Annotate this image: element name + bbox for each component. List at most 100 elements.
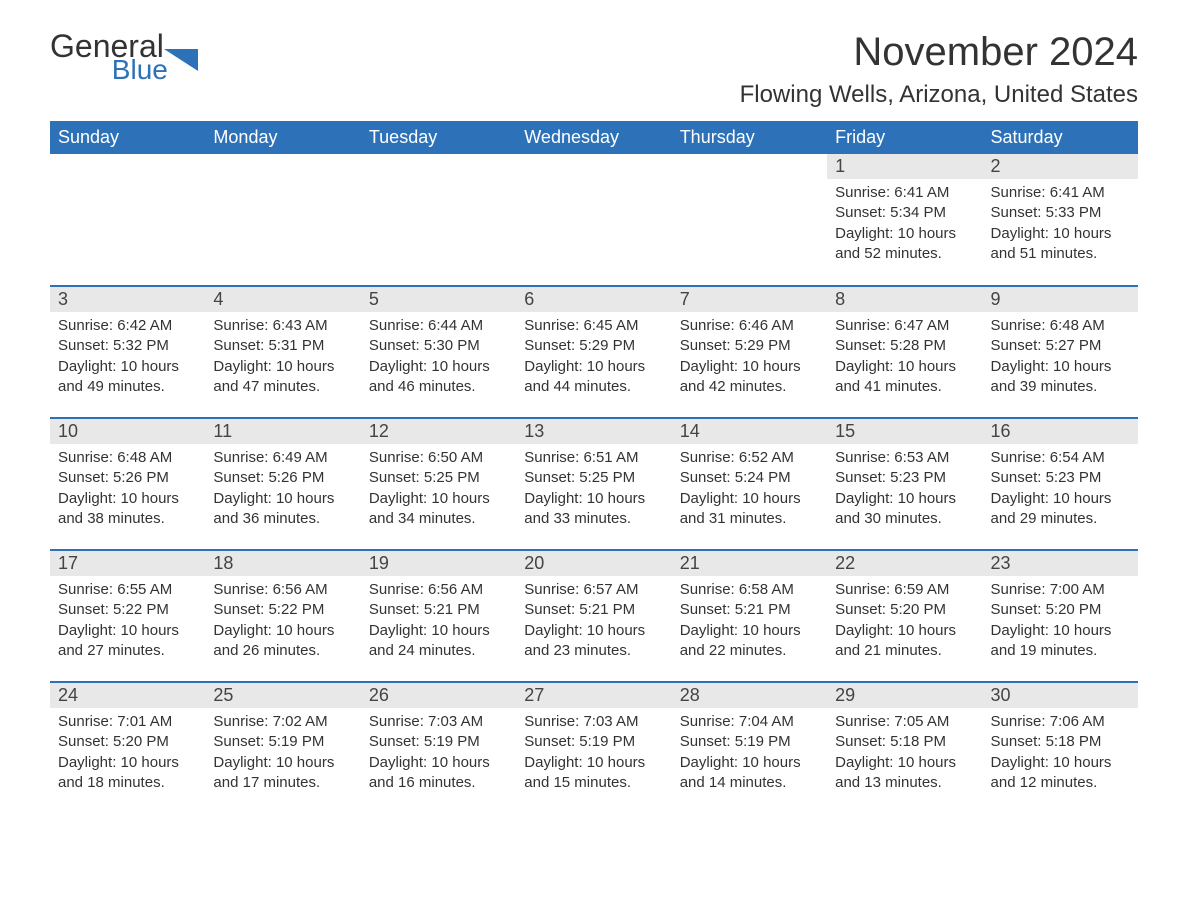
day-number: 8 [827, 287, 982, 312]
sunset-text: Sunset: 5:18 PM [835, 732, 974, 752]
sunrise-text: Sunrise: 6:43 AM [213, 316, 352, 336]
day-details: Sunrise: 6:55 AMSunset: 5:22 PMDaylight:… [50, 576, 205, 669]
sunrise-text: Sunrise: 6:59 AM [835, 580, 974, 600]
sunset-text: Sunset: 5:33 PM [991, 203, 1130, 223]
sunset-text: Sunset: 5:24 PM [680, 468, 819, 488]
daylight-text: Daylight: 10 hours and 21 minutes. [835, 621, 974, 662]
day-cell: 30Sunrise: 7:06 AMSunset: 5:18 PMDayligh… [983, 682, 1138, 814]
sunrise-text: Sunrise: 7:00 AM [991, 580, 1130, 600]
sunrise-text: Sunrise: 6:54 AM [991, 448, 1130, 468]
empty-cell [672, 154, 827, 286]
sunrise-text: Sunrise: 6:41 AM [835, 183, 974, 203]
day-cell: 21Sunrise: 6:58 AMSunset: 5:21 PMDayligh… [672, 550, 827, 682]
sunrise-text: Sunrise: 6:44 AM [369, 316, 508, 336]
sunrise-text: Sunrise: 6:55 AM [58, 580, 197, 600]
daylight-text: Daylight: 10 hours and 31 minutes. [680, 489, 819, 530]
day-number: 12 [361, 419, 516, 444]
daylight-text: Daylight: 10 hours and 42 minutes. [680, 357, 819, 398]
logo: General Blue [50, 30, 198, 84]
day-details: Sunrise: 6:53 AMSunset: 5:23 PMDaylight:… [827, 444, 982, 537]
sunset-text: Sunset: 5:19 PM [369, 732, 508, 752]
day-number: 15 [827, 419, 982, 444]
daylight-text: Daylight: 10 hours and 26 minutes. [213, 621, 352, 662]
empty-cell [50, 154, 205, 286]
sunset-text: Sunset: 5:32 PM [58, 336, 197, 356]
header: General Blue November 2024 Flowing Wells… [50, 30, 1138, 109]
day-details: Sunrise: 6:49 AMSunset: 5:26 PMDaylight:… [205, 444, 360, 537]
daylight-text: Daylight: 10 hours and 49 minutes. [58, 357, 197, 398]
daylight-text: Daylight: 10 hours and 27 minutes. [58, 621, 197, 662]
day-cell: 20Sunrise: 6:57 AMSunset: 5:21 PMDayligh… [516, 550, 671, 682]
month-title: November 2024 [740, 30, 1138, 75]
daylight-text: Daylight: 10 hours and 51 minutes. [991, 224, 1130, 265]
day-details: Sunrise: 7:03 AMSunset: 5:19 PMDaylight:… [361, 708, 516, 801]
day-number: 27 [516, 683, 671, 708]
daylight-text: Daylight: 10 hours and 18 minutes. [58, 753, 197, 794]
day-number: 1 [827, 154, 982, 179]
sunset-text: Sunset: 5:29 PM [680, 336, 819, 356]
day-cell: 10Sunrise: 6:48 AMSunset: 5:26 PMDayligh… [50, 418, 205, 550]
daylight-text: Daylight: 10 hours and 12 minutes. [991, 753, 1130, 794]
empty-cell [516, 154, 671, 286]
sunset-text: Sunset: 5:20 PM [991, 600, 1130, 620]
sunrise-text: Sunrise: 6:45 AM [524, 316, 663, 336]
daylight-text: Daylight: 10 hours and 38 minutes. [58, 489, 197, 530]
daylight-text: Daylight: 10 hours and 24 minutes. [369, 621, 508, 662]
day-details: Sunrise: 6:48 AMSunset: 5:26 PMDaylight:… [50, 444, 205, 537]
sunset-text: Sunset: 5:22 PM [213, 600, 352, 620]
day-cell: 27Sunrise: 7:03 AMSunset: 5:19 PMDayligh… [516, 682, 671, 814]
daylight-text: Daylight: 10 hours and 46 minutes. [369, 357, 508, 398]
day-cell: 29Sunrise: 7:05 AMSunset: 5:18 PMDayligh… [827, 682, 982, 814]
daylight-text: Daylight: 10 hours and 33 minutes. [524, 489, 663, 530]
sunset-text: Sunset: 5:27 PM [991, 336, 1130, 356]
sunset-text: Sunset: 5:26 PM [213, 468, 352, 488]
day-details: Sunrise: 6:47 AMSunset: 5:28 PMDaylight:… [827, 312, 982, 405]
daylight-text: Daylight: 10 hours and 39 minutes. [991, 357, 1130, 398]
day-cell: 23Sunrise: 7:00 AMSunset: 5:20 PMDayligh… [983, 550, 1138, 682]
day-details: Sunrise: 6:57 AMSunset: 5:21 PMDaylight:… [516, 576, 671, 669]
day-header: Saturday [983, 121, 1138, 154]
sunset-text: Sunset: 5:19 PM [524, 732, 663, 752]
day-cell: 22Sunrise: 6:59 AMSunset: 5:20 PMDayligh… [827, 550, 982, 682]
daylight-text: Daylight: 10 hours and 22 minutes. [680, 621, 819, 662]
sunrise-text: Sunrise: 6:46 AM [680, 316, 819, 336]
sunrise-text: Sunrise: 6:47 AM [835, 316, 974, 336]
daylight-text: Daylight: 10 hours and 19 minutes. [991, 621, 1130, 662]
sunrise-text: Sunrise: 7:05 AM [835, 712, 974, 732]
day-number: 29 [827, 683, 982, 708]
day-number: 22 [827, 551, 982, 576]
day-cell: 6Sunrise: 6:45 AMSunset: 5:29 PMDaylight… [516, 286, 671, 418]
day-number: 24 [50, 683, 205, 708]
day-number: 4 [205, 287, 360, 312]
day-details: Sunrise: 6:51 AMSunset: 5:25 PMDaylight:… [516, 444, 671, 537]
day-number: 5 [361, 287, 516, 312]
sunrise-text: Sunrise: 6:51 AM [524, 448, 663, 468]
sunset-text: Sunset: 5:21 PM [369, 600, 508, 620]
day-cell: 15Sunrise: 6:53 AMSunset: 5:23 PMDayligh… [827, 418, 982, 550]
sunrise-text: Sunrise: 6:50 AM [369, 448, 508, 468]
day-number: 3 [50, 287, 205, 312]
day-details: Sunrise: 7:02 AMSunset: 5:19 PMDaylight:… [205, 708, 360, 801]
sunset-text: Sunset: 5:18 PM [991, 732, 1130, 752]
day-cell: 11Sunrise: 6:49 AMSunset: 5:26 PMDayligh… [205, 418, 360, 550]
day-cell: 24Sunrise: 7:01 AMSunset: 5:20 PMDayligh… [50, 682, 205, 814]
day-cell: 8Sunrise: 6:47 AMSunset: 5:28 PMDaylight… [827, 286, 982, 418]
sunset-text: Sunset: 5:19 PM [213, 732, 352, 752]
sunset-text: Sunset: 5:34 PM [835, 203, 974, 223]
day-header: Friday [827, 121, 982, 154]
sunset-text: Sunset: 5:25 PM [524, 468, 663, 488]
day-number: 2 [983, 154, 1138, 179]
sunset-text: Sunset: 5:30 PM [369, 336, 508, 356]
day-cell: 9Sunrise: 6:48 AMSunset: 5:27 PMDaylight… [983, 286, 1138, 418]
daylight-text: Daylight: 10 hours and 23 minutes. [524, 621, 663, 662]
sunrise-text: Sunrise: 6:53 AM [835, 448, 974, 468]
day-details: Sunrise: 6:48 AMSunset: 5:27 PMDaylight:… [983, 312, 1138, 405]
day-details: Sunrise: 7:06 AMSunset: 5:18 PMDaylight:… [983, 708, 1138, 801]
day-cell: 4Sunrise: 6:43 AMSunset: 5:31 PMDaylight… [205, 286, 360, 418]
sunset-text: Sunset: 5:31 PM [213, 336, 352, 356]
sunrise-text: Sunrise: 7:04 AM [680, 712, 819, 732]
daylight-text: Daylight: 10 hours and 14 minutes. [680, 753, 819, 794]
day-header: Wednesday [516, 121, 671, 154]
sunrise-text: Sunrise: 6:48 AM [991, 316, 1130, 336]
day-details: Sunrise: 6:54 AMSunset: 5:23 PMDaylight:… [983, 444, 1138, 537]
